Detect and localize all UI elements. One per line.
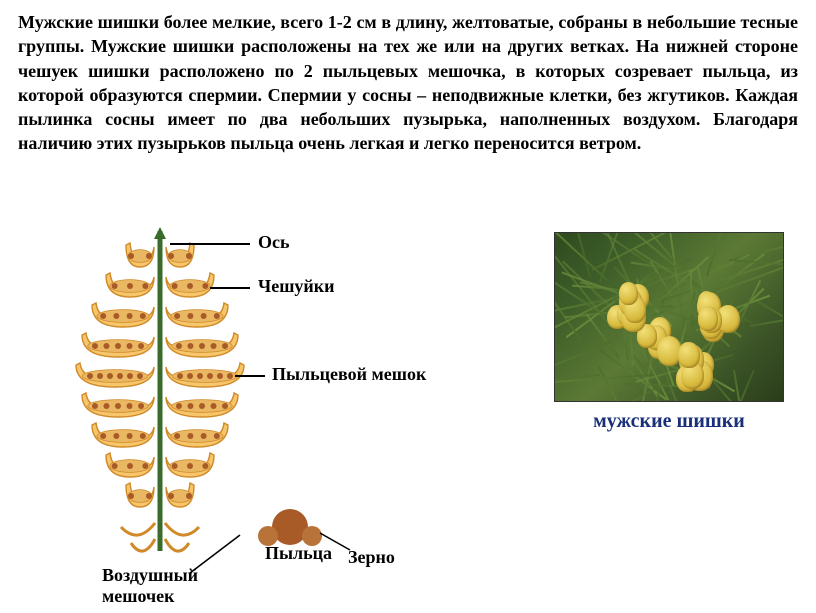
label-pollen-sac: Пыльцевой мешок [272,364,426,385]
main-paragraph: Мужские шишки более мелкие, всего 1-2 см… [18,10,798,156]
photo-caption: мужские шишки [554,410,784,433]
pointer-air-sac [190,525,250,575]
pointer-sac [235,375,265,377]
label-scales: Чешуйки [258,276,335,297]
cone-diagram: Ось Чешуйки Пыльцевой мешок Пыльца Зерно… [40,225,520,605]
pointer-grain [320,525,360,555]
pointer-axis [170,243,250,245]
pointer-scales [210,287,250,289]
label-axis: Ось [258,232,290,253]
label-air-sac: Воздушный мешочек [102,565,198,607]
male-cones-photo [554,232,784,402]
